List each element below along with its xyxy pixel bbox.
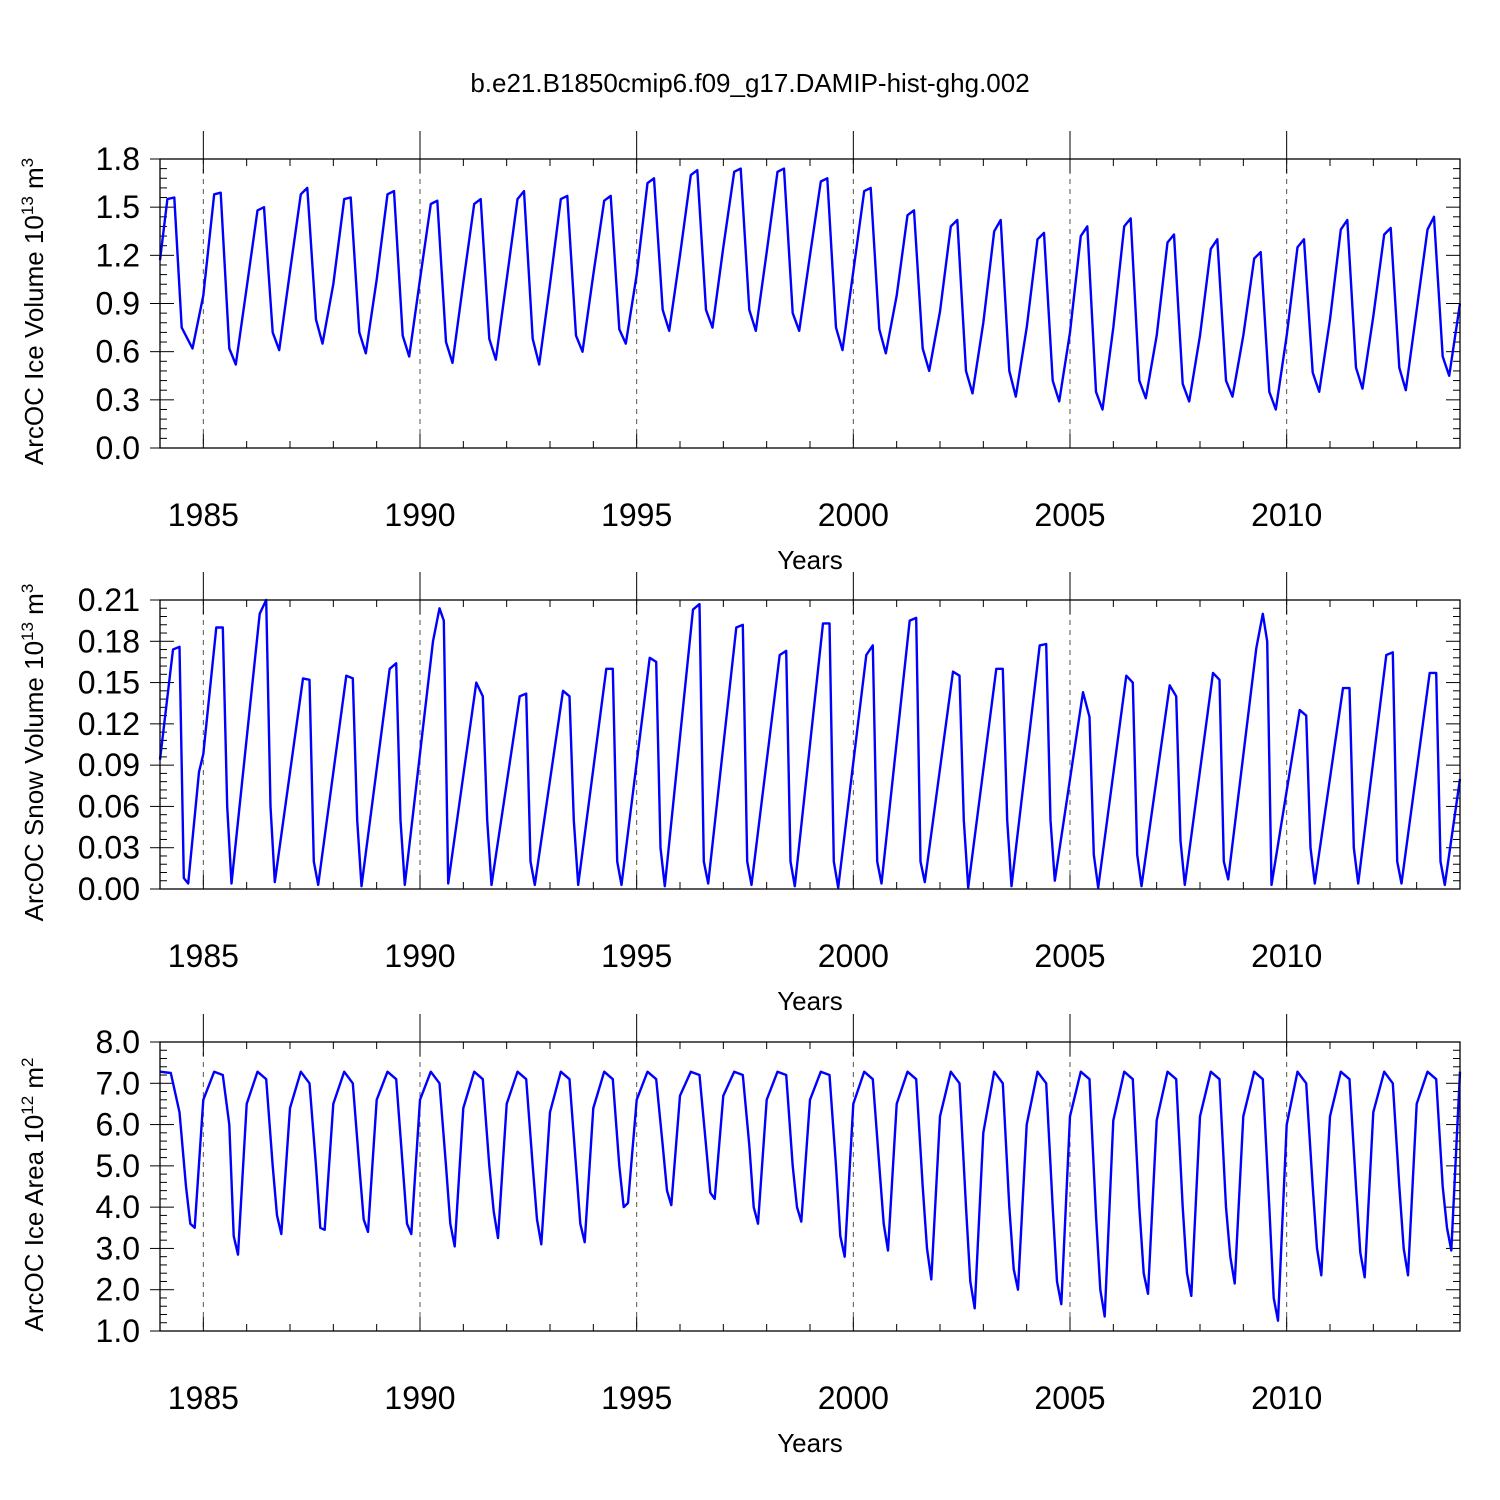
y-tick-label: 0.9 [96,286,140,322]
x-tick-label: 2000 [818,1380,889,1416]
x-tick-label: 1990 [384,938,455,974]
x-tick-label: 2005 [1034,938,1105,974]
x-tick-label: 2010 [1251,1380,1322,1416]
ice-volume-x-tick-labels: 1985 1990 1995 2000 2005 2010 [168,497,1323,533]
y-tick-label: 0.12 [78,706,140,742]
x-tick-label: 1990 [384,1380,455,1416]
y-tick-label: 0.6 [96,334,140,370]
ice-area-panel: 1.0 2.0 3.0 4.0 5.0 6.0 7.0 8.0 1985 1990 1995 200… [18,1014,1462,1458]
y-tick-label: 0.18 [78,623,140,659]
y-tick-label: 2.0 [96,1272,140,1308]
x-tick-label: 2000 [818,497,889,533]
x-tick-label: 1995 [601,497,672,533]
y-tick-label: 8.0 [96,1024,140,1060]
ice-volume-panel: 0.0 0.3 0.6 0.9 1.2 1.5 1.8 1985 1990 1995 2000 20… [18,131,1462,575]
y-tick-label: 0.15 [78,665,140,701]
ice-volume-grid [202,159,1288,448]
snow-volume-y-tick-labels: 0.00 0.03 0.06 0.09 0.12 0.15 0.18 0.21 [78,582,140,907]
ice-area-y-axis-label: ArcOC Ice Area 1012 m2 [18,1057,49,1331]
ice-volume-plot-frame [159,158,1461,449]
ice-volume-y-axis-label: ArcOC Ice Volume 1013 m3 [18,158,49,465]
y-tick-label: 0.3 [96,382,140,418]
x-tick-label: 1995 [601,1380,672,1416]
snow-volume-plot-frame [159,599,1461,890]
y-tick-label: 1.2 [96,237,140,273]
snow-volume-y-axis-label: ArcOC Snow Volume 1013 m3 [18,584,49,922]
y-tick-label: 1.8 [96,141,140,177]
y-tick-label: 1.0 [96,1313,140,1349]
ice-area-series-line [159,1070,1462,1322]
y-tick-label: 1.5 [96,189,140,225]
y-tick-label: 0.0 [96,430,140,466]
snow-volume-series-line [158,598,1462,889]
y-tick-label: 4.0 [96,1189,140,1225]
ice-area-plot-frame [159,1041,1461,1332]
x-tick-label: 2010 [1251,497,1322,533]
x-tick-label: 1985 [168,497,239,533]
x-tick-label: 1985 [168,1380,239,1416]
y-tick-label: 0.09 [78,747,140,783]
y-tick-label: 0.00 [78,871,140,907]
ice-volume-series-line [158,167,1462,411]
ice-area-x-axis-label: Years [777,1428,843,1458]
y-tick-label: 3.0 [96,1230,140,1266]
ice-area-x-tick-labels: 1985 1990 1995 2000 2005 2010 [168,1380,1323,1416]
ice-area-lines [159,1070,1462,1322]
ice-volume-x-axis-label: Years [777,545,843,575]
x-tick-label: 1995 [601,938,672,974]
x-tick-label: 2005 [1034,497,1105,533]
ice-volume-lines [158,167,1462,411]
snow-volume-panel: 0.00 0.03 0.06 0.09 0.12 0.15 0.18 0.21 1985 199… [18,572,1462,1016]
ice-volume-y-tick-labels: 0.0 0.3 0.6 0.9 1.2 1.5 1.8 [96,141,140,466]
y-tick-label: 7.0 [96,1065,140,1101]
y-tick-label: 0.03 [78,830,140,866]
y-tick-label: 5.0 [96,1148,140,1184]
x-tick-label: 2010 [1251,938,1322,974]
y-tick-label: 0.06 [78,788,140,824]
snow-volume-x-tick-labels: 1985 1990 1995 2000 2005 2010 [168,938,1323,974]
x-tick-label: 1990 [384,497,455,533]
x-tick-label: 1985 [168,938,239,974]
snow-volume-ticks [150,572,1461,890]
figure-title: b.e21.B1850cmip6.f09_g17.DAMIP-hist-ghg.… [470,68,1029,98]
x-tick-label: 2005 [1034,1380,1105,1416]
y-tick-label: 0.21 [78,582,140,618]
x-tick-label: 2000 [818,938,889,974]
snow-volume-lines [158,598,1462,889]
ice-area-y-tick-labels: 1.0 2.0 3.0 4.0 5.0 6.0 7.0 8.0 [96,1024,140,1349]
ice-area-grid [202,1042,1288,1331]
snow-volume-x-axis-label: Years [777,986,843,1016]
y-tick-label: 6.0 [96,1107,140,1143]
